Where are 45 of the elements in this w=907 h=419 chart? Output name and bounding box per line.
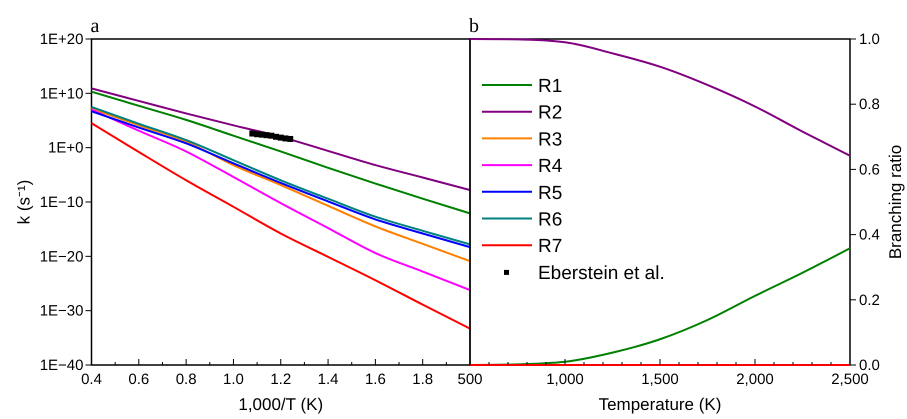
y-axis-title: k (s⁻¹) <box>14 180 34 224</box>
line-series <box>90 90 471 214</box>
legend-label: R4 <box>538 156 563 178</box>
legend-label: R7 <box>538 236 562 258</box>
legend-label: R3 <box>538 129 562 150</box>
x-tick-label: 1,000 <box>546 371 584 388</box>
legend-label: R1 <box>538 76 562 97</box>
line-series <box>90 108 471 292</box>
y2-tick-label: 0.6 <box>859 161 880 178</box>
x-tick-label: 2,500 <box>831 371 869 388</box>
y-tick-label: 1E+10 <box>40 85 84 102</box>
line-series <box>469 38 851 157</box>
x-tick-label: 0.4 <box>81 371 102 388</box>
chart-title: a <box>90 15 100 37</box>
x-tick-label: 500 <box>457 371 483 388</box>
x-axis-title: Temperature (K) <box>598 395 722 414</box>
y2-axis-title: Branching ratio <box>886 144 905 260</box>
legend-label: R2 <box>538 102 562 124</box>
y-tick-label: 1E+20 <box>40 31 84 48</box>
x-tick-label: 0.8 <box>176 371 197 388</box>
y2-tick-label: 0.0 <box>859 357 880 374</box>
chart-title: b <box>469 15 479 37</box>
y-tick-label: 1E−10 <box>40 194 84 211</box>
x-tick-label: 1.6 <box>364 371 386 388</box>
x-tick-label: 1.4 <box>318 371 338 388</box>
x-tick-label: 1,500 <box>641 371 679 388</box>
y-tick-label: 1E−20 <box>40 248 84 266</box>
x-tick-label: 1.0 <box>223 371 244 388</box>
x-tick-label: 2,000 <box>736 371 774 388</box>
y-tick-label: 1E−40 <box>40 357 84 374</box>
legend-label: R6 <box>538 210 562 230</box>
x-tick-label: 1.2 <box>270 371 292 388</box>
x-axis-title: 1,000/T (K) <box>238 395 324 414</box>
legend-label: Eberstein et al. <box>538 262 665 284</box>
x-tick-label: 1.8 <box>412 371 434 388</box>
x-tick-label: 0.6 <box>128 371 150 388</box>
y2-tick-label: 1.0 <box>859 31 880 48</box>
y2-tick-label: 0.2 <box>859 292 880 309</box>
y2-tick-label: 0.8 <box>859 96 880 114</box>
y-tick-label: 1E+0 <box>48 140 84 157</box>
legend-label: R5 <box>538 182 562 204</box>
y2-tick-label: 0.4 <box>859 226 880 244</box>
y-tick-label: 1E−30 <box>40 302 84 320</box>
line-series <box>90 122 471 330</box>
line-series <box>90 87 471 192</box>
